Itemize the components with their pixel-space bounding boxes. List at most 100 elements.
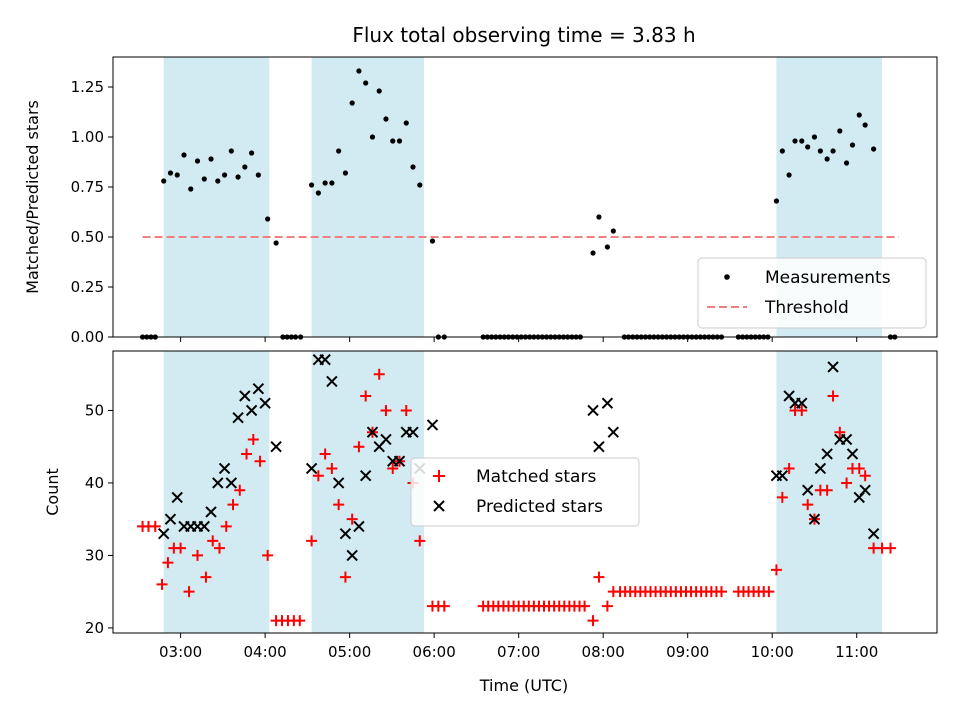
measurement-point	[604, 244, 611, 250]
measurement-point	[208, 156, 214, 162]
top-y-ticks: 0.00 0.25 0.50 0.75 1.00 1.25	[71, 78, 113, 346]
top-axes-frame	[112, 56, 938, 338]
measurement-point	[862, 122, 868, 128]
measurement-point	[429, 238, 436, 244]
bottom-legend: Matched stars Predicted stars	[410, 457, 640, 527]
top-legend: Measurements Threshold	[697, 257, 927, 329]
measurement-point	[837, 128, 843, 134]
matched-star-point	[885, 542, 897, 554]
matched-star-point	[841, 477, 853, 489]
measurement-point	[779, 148, 785, 154]
predicted-star-point	[407, 426, 419, 438]
shaded-interval	[163, 57, 270, 337]
measurement-point	[221, 172, 228, 178]
predicted-star-points	[158, 353, 880, 562]
y-tick-label: 1.25	[71, 78, 104, 96]
matched-star-point	[821, 484, 833, 496]
measurement-point	[235, 174, 241, 180]
x-tick-label: 05:00	[328, 643, 371, 661]
measurement-point	[315, 190, 321, 196]
matched-star-point	[715, 586, 727, 598]
matched-star-point	[241, 448, 253, 460]
measurement-point	[843, 160, 850, 166]
measurement-point	[194, 158, 201, 164]
legend-matched-label: Matched stars	[476, 467, 596, 487]
predicted-star-point	[359, 469, 372, 482]
measurement-point	[161, 178, 167, 184]
x-tick-label: 03:00	[159, 643, 202, 661]
predicted-star-point	[827, 361, 839, 373]
shaded-interval	[311, 57, 425, 337]
measurement-point	[273, 240, 279, 246]
predicted-star-point	[205, 506, 217, 518]
legend-threshold-label: Threshold	[764, 298, 849, 318]
predicted-star-point	[305, 462, 318, 475]
matched-star-point	[306, 535, 318, 547]
measurement-point	[849, 142, 856, 148]
matched-star-point	[319, 448, 331, 460]
measurement-point	[805, 144, 811, 150]
y-tick-label: 1.00	[71, 128, 104, 146]
predicted-star-point	[319, 353, 331, 366]
measurement-point	[824, 156, 830, 162]
matched-star-point	[333, 499, 345, 511]
matched-star-point	[770, 564, 782, 576]
matched-star-point	[156, 578, 168, 590]
matched-star-point	[783, 462, 795, 474]
matched-star-point	[192, 549, 204, 561]
measurement-point	[410, 164, 416, 170]
chart-title: Flux total observing time = 3.83 h	[352, 23, 695, 47]
top-shaded-intervals	[163, 57, 883, 337]
measurement-point	[396, 138, 403, 144]
matched-star-point	[183, 586, 195, 598]
measurement-point	[167, 170, 174, 176]
measurement-point	[215, 178, 221, 184]
predicted-star-point	[808, 513, 821, 525]
matched-star-point	[373, 368, 385, 380]
predicted-star-point	[239, 390, 251, 402]
matched-star-point	[796, 404, 808, 416]
predicted-star-point	[212, 477, 224, 489]
predicted-star-point	[867, 527, 880, 540]
matched-star-point	[438, 600, 450, 612]
predicted-star-point	[346, 549, 358, 562]
measurement-point	[830, 148, 836, 154]
predicted-star-point	[796, 397, 808, 409]
bottom-axes-frame	[112, 350, 938, 634]
matched-star-point	[200, 571, 212, 583]
predicted-star-point	[607, 426, 620, 438]
predicted-star-point	[218, 462, 231, 475]
predicted-star-point	[426, 419, 439, 431]
x-tick-label: 04:00	[244, 643, 287, 661]
predicted-star-point	[840, 433, 853, 446]
x-tick-label: 06:00	[413, 643, 456, 661]
predicted-star-point	[859, 484, 871, 496]
matched-star-point	[227, 499, 239, 511]
predicted-star-point	[259, 397, 271, 409]
measurement-point	[265, 216, 271, 222]
y-tick-label: 0.25	[71, 278, 104, 296]
measurement-point	[329, 180, 335, 186]
top-y-axis-label: Matched/Predicted stars	[23, 100, 42, 294]
measurement-point	[792, 138, 798, 144]
top-legend-box	[697, 257, 927, 329]
top-panel: 0.00 0.25 0.50 0.75 1.00 1.25 Matched/Predict…	[23, 56, 938, 346]
y-tick-label: 20	[85, 619, 104, 637]
bottom-shaded-intervals	[163, 351, 883, 633]
matched-star-point	[207, 535, 219, 547]
measurement-point	[871, 146, 877, 152]
matched-star-point	[859, 470, 871, 482]
matched-star-point	[175, 542, 187, 554]
matched-star-point	[162, 557, 174, 569]
measurement-point	[590, 250, 596, 256]
measurement-point	[383, 116, 389, 122]
measurement-point	[773, 198, 780, 204]
matched-star-point	[853, 462, 865, 474]
measurement-point	[228, 148, 234, 154]
shaded-interval	[311, 351, 425, 633]
matched-star-point	[346, 513, 358, 525]
measurement-point	[174, 172, 180, 178]
matched-star-point	[312, 470, 324, 482]
